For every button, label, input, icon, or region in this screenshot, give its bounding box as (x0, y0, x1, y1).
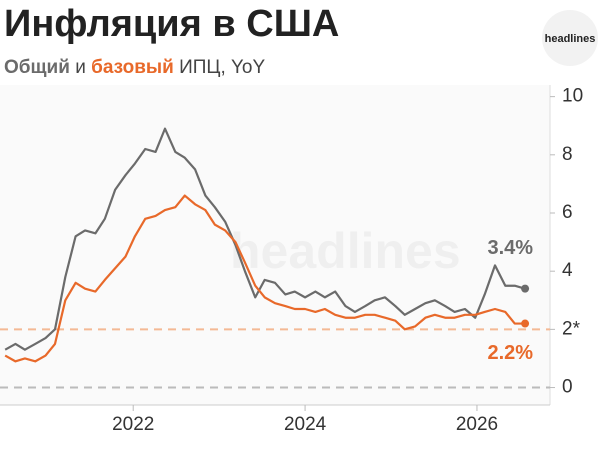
logo-circle (542, 10, 598, 66)
subtitle-text: и (75, 57, 86, 78)
subtitle-series: базовый (91, 57, 174, 78)
y-tick-label: 6 (562, 202, 573, 223)
y-tick-label: 0 (562, 377, 573, 398)
logo: headlines (545, 33, 596, 45)
subtitle-text: ИПЦ, YoY (179, 57, 265, 78)
y-tick-label: 8 (562, 144, 573, 165)
chart-title: Инфляция в США (4, 3, 339, 45)
x-tick-label: 2026 (456, 414, 498, 435)
end-point (521, 319, 530, 328)
series-line (4, 194, 526, 363)
x-tick-label: 2024 (284, 414, 327, 435)
plot-background (0, 85, 550, 405)
y-tick-label: 4 (562, 260, 573, 281)
y-tick-label: 10 (562, 86, 583, 107)
end-label: 2.2% (487, 342, 533, 364)
subtitle: Общий и базовый ИПЦ, YoY (4, 57, 265, 78)
series-line (4, 127, 526, 351)
watermark: headlines (230, 223, 461, 279)
y-tick-label: 2* (562, 318, 581, 339)
x-tick-label: 2022 (112, 414, 154, 435)
end-label: 3.4% (487, 237, 533, 259)
end-point (521, 284, 530, 293)
subtitle-series: Общий (4, 57, 70, 78)
